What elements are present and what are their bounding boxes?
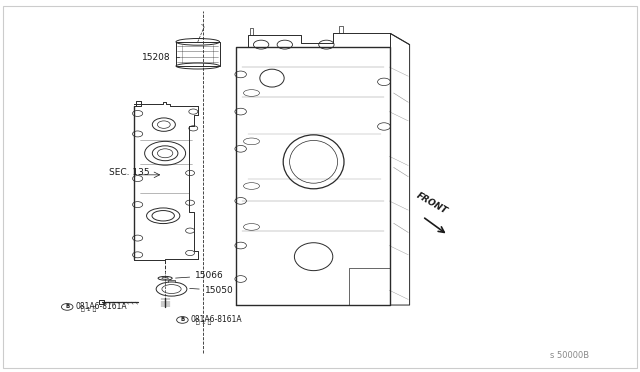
Text: （ 1 ）: （ 1 ） [196,320,212,326]
Text: 15208: 15208 [142,53,180,62]
Text: 081A6-8161A: 081A6-8161A [191,315,243,324]
Text: SEC. 135: SEC. 135 [109,168,149,177]
Text: B: B [180,317,184,323]
Text: （ 1 ）: （ 1 ） [81,307,97,312]
Text: 15066: 15066 [175,271,224,280]
Text: FRONT: FRONT [415,191,449,216]
Text: s 50000B: s 50000B [550,351,589,360]
Text: B: B [65,304,69,310]
Text: 081A6-8161A: 081A6-8161A [76,302,127,311]
Text: 15050: 15050 [189,286,234,295]
